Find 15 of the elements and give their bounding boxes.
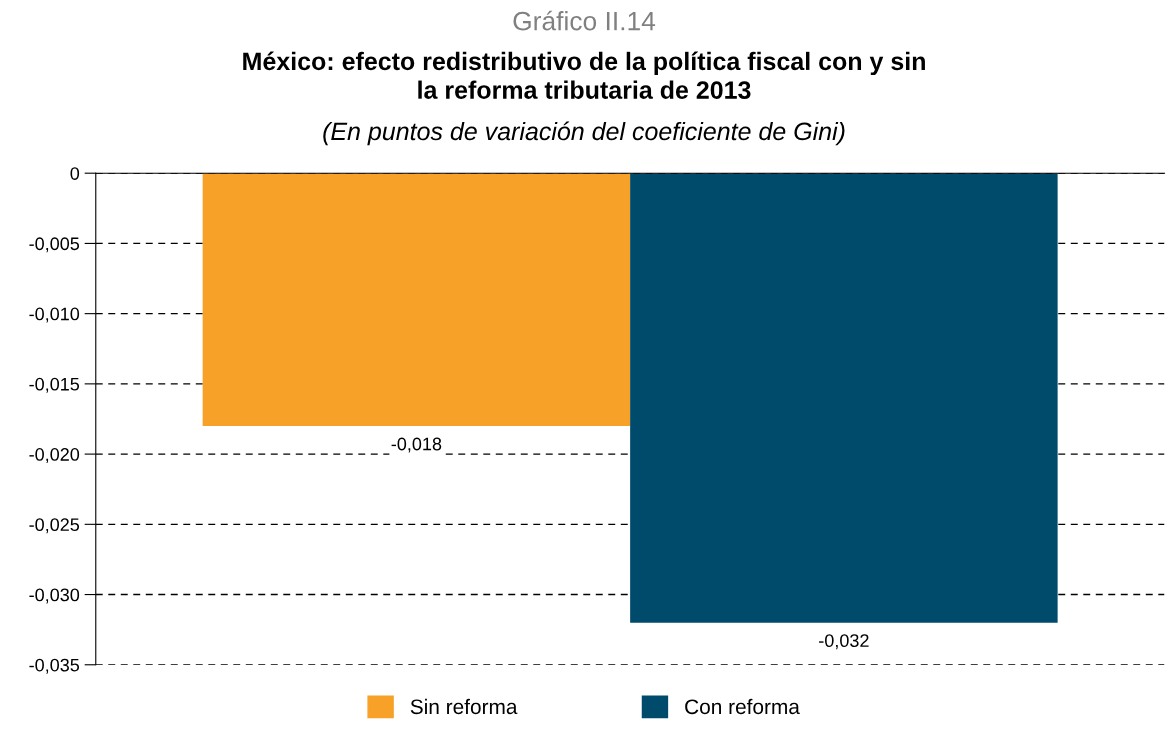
y-tick-label: -0,035 bbox=[29, 658, 80, 674]
chart-subtitle: México: efecto redistributivo de la política fiscal con y sin la reforma tributaria de 2013 bbox=[243, 51, 925, 99]
chart-title: Gráfico II.14 bbox=[513, 10, 656, 31]
legend-label: Con reforma bbox=[685, 698, 800, 715]
data-label: -0,018 bbox=[391, 437, 442, 453]
y-tick-label: -0,025 bbox=[29, 518, 80, 534]
y-tick-label: -0,005 bbox=[29, 237, 80, 253]
text: (En puntos de variación del coeficiente de Gini) bbox=[323, 121, 845, 146]
legend-label: Sin reforma bbox=[410, 698, 518, 715]
y-tick-label: 0 bbox=[70, 167, 80, 180]
y-tick-label: -0,015 bbox=[29, 377, 80, 393]
y-tick-label: -0,030 bbox=[29, 588, 80, 604]
y-tick-label: -0,020 bbox=[29, 448, 80, 463]
data-label: -0,032 bbox=[819, 634, 869, 650]
y-tick-label: -0,010 bbox=[29, 307, 80, 323]
